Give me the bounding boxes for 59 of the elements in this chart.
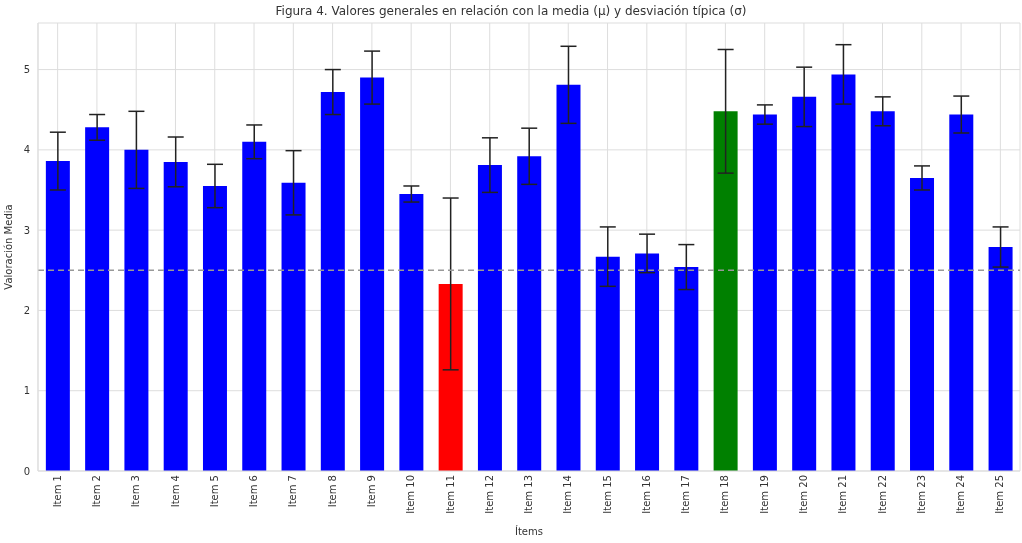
bar [949, 114, 974, 471]
x-tick-label: Item 13 [523, 475, 535, 514]
bar [399, 194, 424, 471]
bar [281, 182, 306, 471]
x-tick-label: Item 11 [444, 475, 456, 514]
x-tick-label: Item 6 [248, 475, 260, 508]
x-tick-label: Item 18 [719, 475, 731, 514]
y-tick-label: 1 [23, 385, 30, 397]
x-tick-label: Item 22 [876, 475, 888, 514]
x-tick-label: Item 5 [208, 475, 220, 508]
bar [242, 141, 267, 471]
x-tick-label: Item 1 [51, 475, 63, 508]
x-tick-label: Item 25 [994, 475, 1006, 514]
x-tick-label: Item 20 [798, 475, 810, 514]
x-tick-label: Item 9 [365, 475, 377, 508]
bar [124, 149, 149, 471]
x-tick-label: Item 2 [91, 475, 103, 508]
bar [674, 267, 699, 471]
bar [831, 74, 856, 471]
bar [163, 161, 188, 471]
bar [360, 77, 385, 471]
x-tick-label: Item 24 [955, 475, 967, 514]
x-tick-label: Item 19 [758, 475, 770, 514]
y-axis-title: Valoración Media [2, 204, 14, 290]
bar [438, 283, 463, 471]
x-tick-label: Item 7 [287, 475, 299, 508]
bar [477, 165, 502, 471]
x-tick-label: Item 3 [130, 475, 142, 508]
x-tick-label: Item 14 [562, 475, 574, 514]
x-tick-label: Item 17 [680, 475, 692, 514]
y-tick-label: 0 [23, 465, 30, 477]
x-tick-label: Item 15 [601, 475, 613, 514]
x-tick-label: Item 16 [640, 475, 652, 514]
bar [713, 111, 738, 471]
bar [870, 111, 895, 471]
y-tick-label: 2 [23, 304, 30, 316]
bar [202, 185, 227, 471]
x-tick-label: Item 12 [483, 475, 495, 514]
bar [988, 247, 1013, 471]
x-tick-label: Item 21 [837, 475, 849, 514]
bar [556, 84, 581, 471]
y-tick-label: 5 [23, 64, 30, 76]
y-tick-label: 3 [23, 224, 30, 236]
bar [792, 96, 817, 471]
x-tick-label: Item 10 [405, 475, 417, 514]
bar [635, 253, 660, 471]
bar [752, 114, 777, 471]
bar [320, 92, 345, 471]
x-axis-title: Ítems [515, 525, 543, 537]
bar [910, 177, 935, 471]
bar [517, 156, 542, 471]
chart-title: Figura 4. Valores generales en relación con la media (μ) y desviación típica (σ) [274, 3, 748, 20]
bar [85, 127, 110, 471]
x-tick-label: Item 4 [169, 475, 181, 508]
bar [45, 161, 70, 471]
y-tick-label: 4 [23, 144, 30, 156]
x-tick-label: Item 8 [326, 475, 338, 508]
bar [595, 256, 620, 471]
x-tick-label: Item 23 [915, 475, 927, 514]
